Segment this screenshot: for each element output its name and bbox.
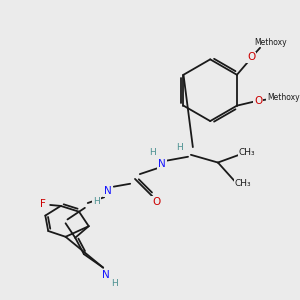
Text: Methoxy: Methoxy [267,93,299,102]
Text: F: F [40,199,46,209]
Text: N: N [104,187,112,196]
Text: N: N [102,270,110,280]
Text: CH₃: CH₃ [235,179,251,188]
Text: H: H [93,196,100,206]
Text: Methoxy: Methoxy [254,38,287,46]
Text: O: O [247,52,256,62]
Text: H: H [176,142,183,152]
Text: CH₃: CH₃ [238,148,255,158]
Text: O: O [254,96,262,106]
Text: H: H [149,148,156,158]
Text: O: O [152,197,160,207]
Text: N: N [158,160,166,170]
Text: H: H [111,279,118,288]
